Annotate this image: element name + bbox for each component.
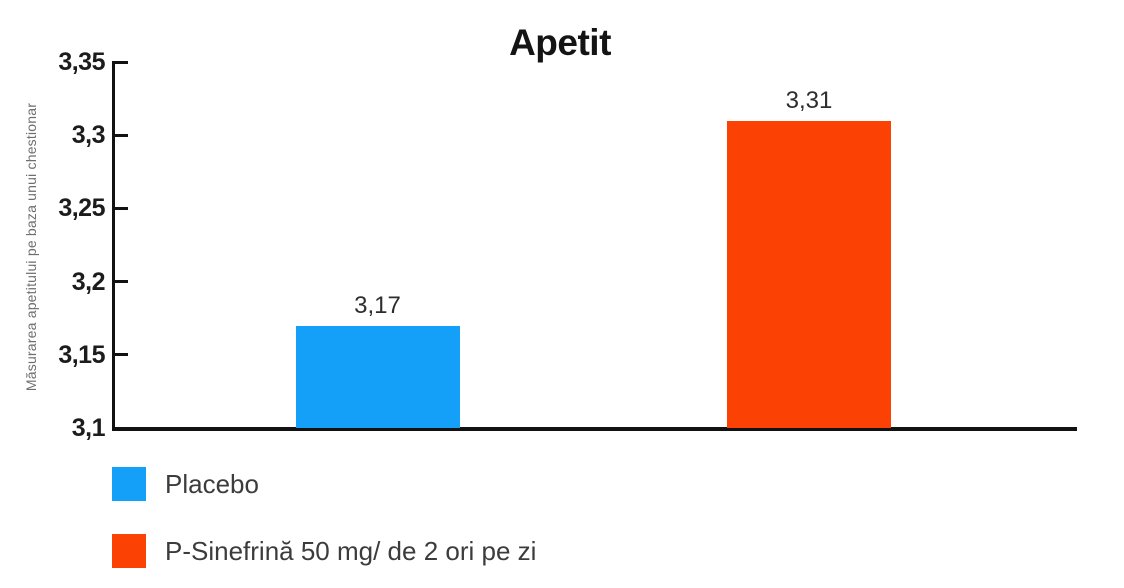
y-axis-tick-label: 3,35 — [58, 48, 105, 76]
legend: Placebo P-Sinefrină 50 mg/ de 2 ori pe z… — [112, 467, 536, 588]
y-axis-tick-label: 3,25 — [58, 194, 105, 223]
y-axis-tick — [115, 426, 128, 430]
y-axis-tick-label: 3,15 — [58, 340, 105, 369]
y-axis-tick — [115, 353, 128, 357]
y-axis-tick — [115, 206, 128, 210]
bar-p-sinefrin-50-mg-de-2-ori-pe-zi — [727, 120, 891, 428]
chart-title: Apetit — [509, 22, 611, 63]
y-axis-tick — [115, 60, 128, 64]
x-axis-line — [112, 427, 1077, 431]
y-axis-tick-label: 3,1 — [71, 414, 106, 442]
legend-item-placebo: Placebo — [112, 467, 536, 501]
legend-item-p-sinefrina: P-Sinefrină 50 mg/ de 2 ori pe zi — [112, 534, 536, 568]
y-axis-tick-label: 3,3 — [71, 121, 106, 150]
bar-value-label: 3,17 — [354, 291, 401, 319]
y-axis-tick — [115, 133, 128, 137]
legend-label-p-sinefrina: P-Sinefrină 50 mg/ de 2 ori pe zi — [165, 535, 537, 566]
y-axis-tick-label: 3,2 — [71, 267, 106, 296]
bar-placebo — [295, 325, 460, 428]
y-axis-tick — [115, 280, 128, 284]
legend-label-placebo: Placebo — [165, 468, 259, 499]
y-axis-line — [112, 61, 115, 431]
legend-swatch-placebo — [112, 467, 146, 501]
bar-value-label: 3,31 — [785, 86, 833, 114]
legend-swatch-p-sinefrina — [112, 534, 146, 568]
